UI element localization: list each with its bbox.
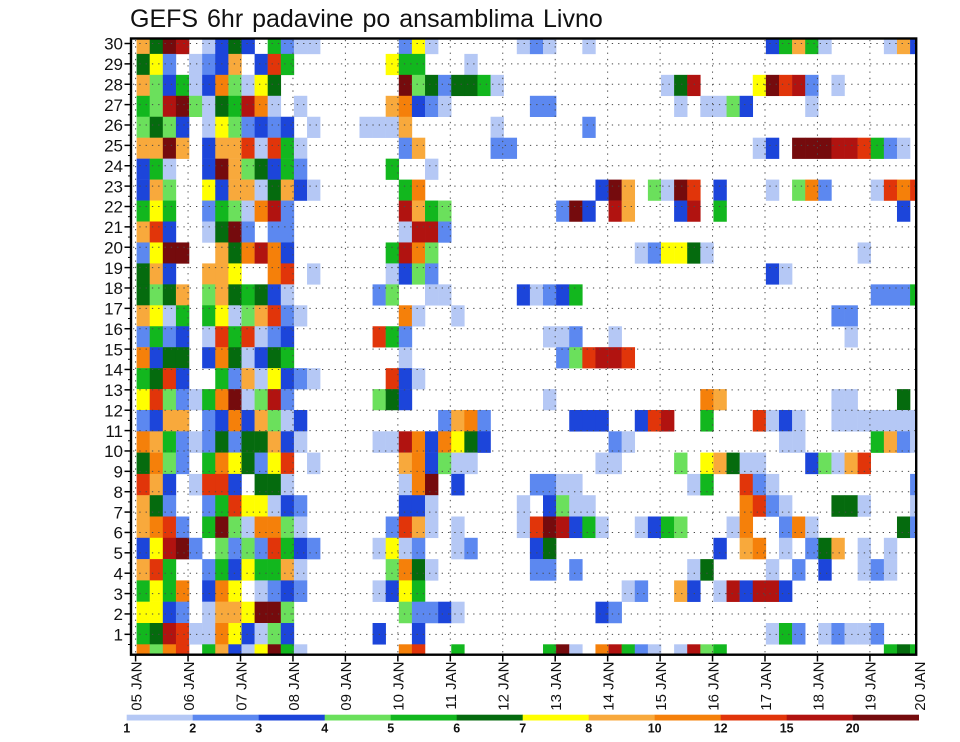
svg-text:20: 20 (104, 238, 123, 257)
svg-text:15: 15 (780, 722, 794, 736)
svg-text:8: 8 (585, 722, 592, 736)
svg-text:3: 3 (255, 722, 262, 736)
svg-text:7: 7 (519, 722, 526, 736)
svg-text:20 JAN: 20 JAN (912, 662, 929, 711)
svg-text:3: 3 (114, 585, 123, 604)
svg-text:10 JAN: 10 JAN (391, 662, 408, 711)
svg-text:10: 10 (104, 442, 123, 461)
svg-text:12 JAN: 12 JAN (496, 662, 513, 711)
svg-text:09 JAN: 09 JAN (338, 662, 355, 711)
svg-text:17: 17 (104, 300, 123, 319)
svg-text:28: 28 (104, 75, 123, 94)
svg-text:15 JAN: 15 JAN (653, 662, 670, 711)
svg-text:5: 5 (114, 544, 123, 563)
svg-text:18: 18 (104, 279, 123, 298)
svg-text:17 JAN: 17 JAN (758, 662, 775, 711)
svg-text:26: 26 (104, 116, 123, 135)
svg-text:14: 14 (104, 361, 123, 380)
svg-text:8: 8 (114, 483, 123, 502)
svg-text:23: 23 (104, 177, 123, 196)
svg-text:12: 12 (104, 401, 123, 420)
svg-text:19: 19 (104, 259, 123, 278)
svg-text:06 JAN: 06 JAN (181, 662, 198, 711)
svg-text:13 JAN: 13 JAN (548, 662, 565, 711)
svg-text:12: 12 (714, 722, 728, 736)
svg-text:18 JAN: 18 JAN (810, 662, 827, 711)
svg-text:5: 5 (387, 722, 394, 736)
svg-text:07 JAN: 07 JAN (233, 662, 250, 711)
svg-text:25: 25 (104, 137, 123, 156)
svg-text:19 JAN: 19 JAN (863, 662, 880, 711)
svg-text:13: 13 (104, 381, 123, 400)
svg-text:6: 6 (453, 722, 460, 736)
svg-text:11: 11 (105, 422, 123, 441)
svg-text:30: 30 (104, 35, 123, 54)
svg-text:11 JAN: 11 JAN (443, 662, 460, 710)
svg-text:6: 6 (114, 524, 123, 543)
svg-text:29: 29 (104, 55, 123, 74)
svg-text:16: 16 (104, 320, 123, 339)
svg-text:10: 10 (648, 722, 662, 736)
svg-text:05 JAN: 05 JAN (128, 662, 145, 711)
svg-text:2: 2 (114, 605, 123, 624)
svg-text:15: 15 (104, 340, 123, 359)
svg-text:1: 1 (114, 626, 123, 645)
svg-text:21: 21 (104, 218, 123, 237)
svg-text:14 JAN: 14 JAN (600, 662, 617, 711)
svg-text:27: 27 (104, 96, 123, 115)
svg-text:22: 22 (104, 198, 123, 217)
svg-text:GEFS 6hr padavine po ansamblim: GEFS 6hr padavine po ansamblima Livno (130, 5, 603, 33)
svg-text:1: 1 (123, 722, 130, 736)
svg-text:08 JAN: 08 JAN (286, 662, 303, 711)
svg-text:24: 24 (104, 157, 123, 176)
svg-text:2: 2 (189, 722, 196, 736)
svg-text:16 JAN: 16 JAN (705, 662, 722, 711)
svg-text:4: 4 (321, 722, 328, 736)
svg-text:4: 4 (114, 564, 123, 583)
svg-text:7: 7 (114, 503, 123, 522)
svg-text:9: 9 (114, 463, 123, 482)
svg-text:20: 20 (846, 722, 860, 736)
